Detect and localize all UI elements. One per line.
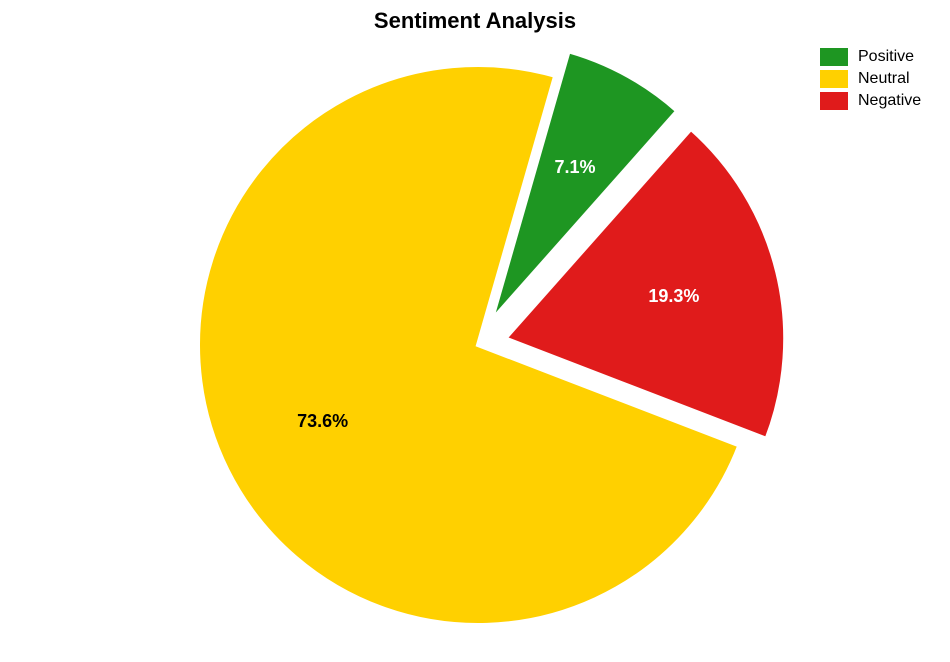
legend-label-neutral: Neutral <box>858 70 910 88</box>
pie-slice-label-positive: 7.1% <box>555 157 596 177</box>
pie-slice-label-negative: 19.3% <box>648 286 699 306</box>
legend-item-negative: Negative <box>820 92 921 110</box>
legend-swatch-neutral <box>820 70 848 88</box>
legend-item-neutral: Neutral <box>820 70 921 88</box>
legend: Positive Neutral Negative <box>820 48 921 114</box>
pie-svg: 73.6% 19.3% 7.1% <box>0 0 950 662</box>
sentiment-pie-chart: Sentiment Analysis 73.6%19.3%7.1% Positi… <box>0 0 950 662</box>
legend-item-positive: Positive <box>820 48 921 66</box>
legend-swatch-positive <box>820 48 848 66</box>
legend-swatch-negative <box>820 92 848 110</box>
legend-label-negative: Negative <box>858 92 921 110</box>
legend-label-positive: Positive <box>858 48 914 66</box>
pie-slice-label-neutral: 73.6% <box>297 411 348 431</box>
